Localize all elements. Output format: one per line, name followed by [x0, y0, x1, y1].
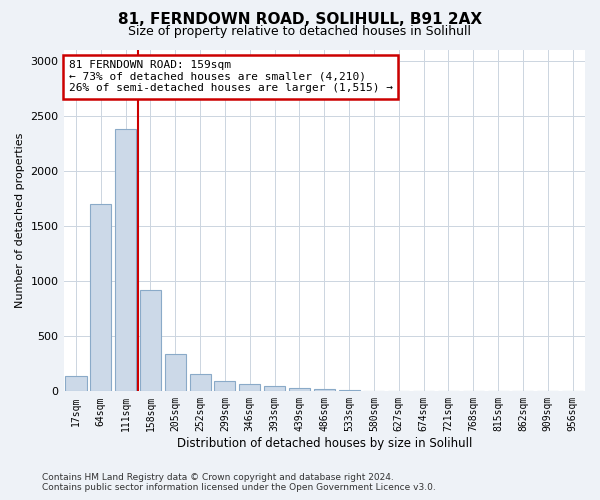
Bar	[115, 130, 136, 392]
Bar	[289, 388, 310, 392]
Bar	[190, 374, 211, 392]
Bar	[364, 391, 385, 392]
Bar	[140, 290, 161, 392]
Bar	[239, 384, 260, 392]
Bar	[165, 354, 186, 392]
Bar	[214, 381, 235, 392]
Y-axis label: Number of detached properties: Number of detached properties	[15, 133, 25, 308]
Bar	[388, 391, 409, 392]
Text: Size of property relative to detached houses in Solihull: Size of property relative to detached ho…	[128, 25, 472, 38]
Bar	[413, 391, 434, 392]
Bar	[90, 204, 112, 392]
Text: 81 FERNDOWN ROAD: 159sqm
← 73% of detached houses are smaller (4,210)
26% of sem: 81 FERNDOWN ROAD: 159sqm ← 73% of detach…	[69, 60, 393, 94]
Bar	[65, 376, 86, 392]
Text: Contains HM Land Registry data © Crown copyright and database right 2024.
Contai: Contains HM Land Registry data © Crown c…	[42, 473, 436, 492]
X-axis label: Distribution of detached houses by size in Solihull: Distribution of detached houses by size …	[176, 437, 472, 450]
Text: 81, FERNDOWN ROAD, SOLIHULL, B91 2AX: 81, FERNDOWN ROAD, SOLIHULL, B91 2AX	[118, 12, 482, 28]
Bar	[314, 388, 335, 392]
Bar	[338, 390, 359, 392]
Bar	[264, 386, 285, 392]
